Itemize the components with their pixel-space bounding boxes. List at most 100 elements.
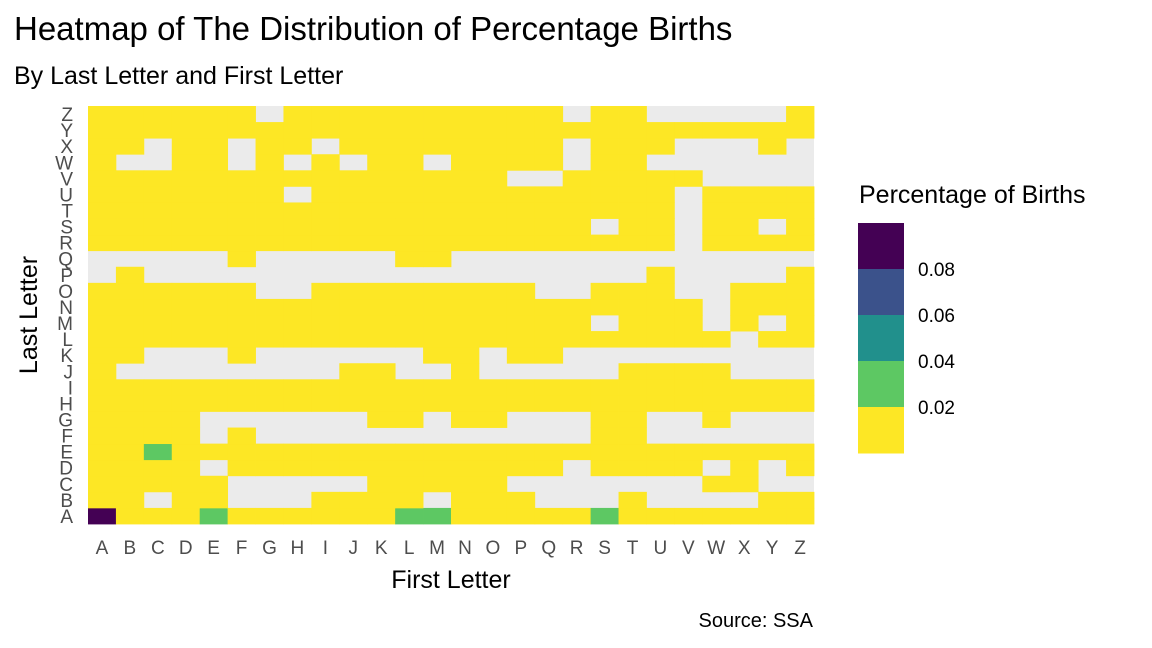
heatmap-cell-f-u xyxy=(227,186,256,203)
heatmap-cell-t-t xyxy=(618,202,647,219)
heatmap-cell-n-d xyxy=(451,459,480,477)
heatmap-cell-d-f xyxy=(171,427,201,445)
heatmap-cell-g-v xyxy=(255,170,284,187)
heatmap-cell-l-y xyxy=(395,122,424,139)
heatmap-cell-m-l xyxy=(423,331,452,348)
heatmap-cell-f-z xyxy=(227,106,256,123)
heatmap-cell-s-g xyxy=(590,411,619,428)
y-tick-label: T xyxy=(61,202,73,223)
heatmap-cell-x-t xyxy=(730,202,759,219)
heatmap-cell-p-s xyxy=(506,218,536,236)
heatmap-cell-r-n xyxy=(562,298,592,316)
heatmap-cell-z-l xyxy=(786,331,815,348)
heatmap-cell-u-i xyxy=(646,379,675,396)
heatmap-cell-e-r xyxy=(199,234,229,252)
heatmap-cell-e-n xyxy=(199,298,229,316)
heatmap-cell-j-u xyxy=(339,186,368,203)
heatmap-cell-t-y xyxy=(618,122,647,139)
heatmap-cell-a-c xyxy=(88,475,117,493)
heatmap-cell-m-k xyxy=(423,347,452,364)
heatmap-cell-g-n xyxy=(255,298,284,316)
heatmap-cell-t-z xyxy=(618,106,647,123)
x-axis-title: First Letter xyxy=(391,566,510,594)
heatmap-cell-b-s xyxy=(115,218,145,236)
heatmap-cell-h-z xyxy=(283,106,312,123)
heatmap-cell-p-o xyxy=(506,282,536,300)
heatmap-cell-d-l xyxy=(171,331,201,348)
x-tick-label: E xyxy=(207,538,220,559)
heatmap-cell-j-a xyxy=(339,507,368,525)
heatmap-cell-f-m xyxy=(227,315,256,332)
heatmap-cell-t-v xyxy=(618,170,647,187)
heatmap-cell-r-a xyxy=(562,507,592,525)
heatmap-cell-q-s xyxy=(534,218,564,236)
heatmap-cell-u-a xyxy=(646,507,675,525)
heatmap-cell-f-a xyxy=(227,507,256,525)
heatmap-cell-z-d xyxy=(786,459,815,477)
heatmap-cell-l-u xyxy=(395,186,424,203)
heatmap-cell-t-o xyxy=(618,282,647,300)
heatmap-cell-h-e xyxy=(283,443,312,461)
x-tick-label: V xyxy=(682,538,695,559)
heatmap-cell-o-v xyxy=(478,170,508,187)
heatmap-cell-d-g xyxy=(171,411,201,428)
heatmap-cell-w-i xyxy=(702,379,731,396)
x-tick-label: C xyxy=(151,538,165,559)
heatmap-cell-k-h xyxy=(367,395,396,412)
y-tick-label: S xyxy=(60,218,73,239)
heatmap-cell-j-h xyxy=(339,395,368,412)
heatmap-cell-j-v xyxy=(339,170,368,187)
heatmap-cell-n-x xyxy=(451,138,480,155)
heatmap-cell-y-t xyxy=(758,202,787,219)
y-tick-label: A xyxy=(60,507,73,528)
heatmap-cell-d-z xyxy=(171,106,201,123)
heatmap-cell-i-o xyxy=(311,282,340,300)
heatmap-cell-e-a xyxy=(199,507,229,525)
heatmap-cell-p-a xyxy=(506,507,536,525)
heatmap-cell-f-f xyxy=(227,427,256,445)
heatmap-cell-y-x xyxy=(758,138,787,155)
heatmap-cell-o-d xyxy=(478,459,508,477)
heatmap-cell-b-u xyxy=(115,186,145,203)
heatmap-cell-k-j xyxy=(367,363,396,380)
heatmap-cell-k-c xyxy=(367,475,396,493)
heatmap-cell-i-e xyxy=(311,443,340,461)
heatmap-cell-p-i xyxy=(506,379,536,396)
heatmap-cell-f-d xyxy=(227,459,256,477)
heatmap-cell-i-v xyxy=(311,170,340,187)
heatmap-cell-g-w xyxy=(255,154,284,171)
heatmap-cell-c-n xyxy=(143,298,173,316)
heatmap-cell-l-l xyxy=(395,331,424,348)
heatmap-cell-l-s xyxy=(395,218,424,236)
heatmap-cell-k-i xyxy=(367,379,396,396)
heatmap-cell-q-y xyxy=(534,122,564,139)
heatmap-cell-o-y xyxy=(478,122,508,139)
heatmap-cell-a-s xyxy=(88,218,117,236)
heatmap-cell-t-j xyxy=(618,363,647,380)
heatmap-cell-s-u xyxy=(590,186,619,203)
legend: 0.08 0.06 0.04 0.02 xyxy=(858,223,955,454)
heatmap-cell-j-b xyxy=(339,491,368,509)
heatmap-cell-a-e xyxy=(88,443,117,461)
heatmap-cell-t-i xyxy=(618,379,647,396)
y-tick-label: R xyxy=(59,234,73,255)
heatmap-cell-u-h xyxy=(646,395,675,412)
heatmap-cell-q-h xyxy=(534,395,564,412)
heatmap-cell-b-x xyxy=(115,138,145,155)
heatmap-cell-h-s xyxy=(283,218,312,236)
heatmap-cell-m-o xyxy=(423,282,452,300)
heatmap-cell-u-v xyxy=(646,170,675,187)
heatmap-cell-l-r xyxy=(395,234,424,252)
heatmap-cell-m-q xyxy=(423,250,452,268)
heatmap-cell-z-z xyxy=(786,106,815,123)
heatmap-cell-y-r xyxy=(758,234,787,252)
heatmap-cell-f-i xyxy=(227,379,256,396)
heatmap-cell-g-e xyxy=(255,443,284,461)
heatmap-cell-s-a xyxy=(590,507,619,525)
heatmap-cell-d-e xyxy=(171,443,201,461)
y-tick-label: Z xyxy=(61,105,73,126)
y-tick-label: V xyxy=(60,169,73,190)
heatmap-cell-p-l xyxy=(506,331,536,348)
heatmap-cell-c-d xyxy=(143,459,173,477)
